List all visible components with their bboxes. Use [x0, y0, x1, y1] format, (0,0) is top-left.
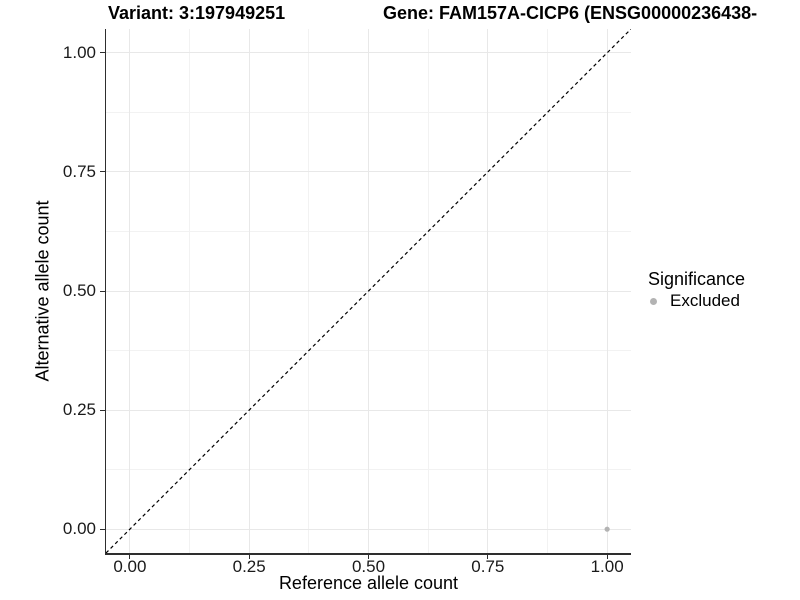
- y-major-gridline: [106, 528, 631, 530]
- x-tick-mark: [606, 554, 608, 559]
- identity-reference-line: [106, 29, 631, 553]
- plot-title-gene: Gene: FAM157A-CICP6 (ENSG00000236438-: [383, 3, 758, 23]
- x-tick-mark: [487, 554, 489, 559]
- plot-title-row: Variant: 3:197949251 Gene: FAM157A-CICP6…: [0, 0, 800, 26]
- x-tick-label: 0.25: [232, 557, 266, 576]
- y-major-gridline: [106, 409, 631, 411]
- y-tick-mark: [100, 409, 105, 411]
- y-tick-label: 1.00: [62, 42, 96, 62]
- x-tick-label: 0.00: [113, 557, 147, 576]
- y-tick-mark: [100, 290, 105, 292]
- x-tick-mark: [129, 554, 131, 559]
- y-tick-mark: [100, 52, 105, 54]
- y-axis-line: [104, 29, 106, 555]
- y-tick-mark: [100, 171, 105, 173]
- legend-item-label: Excluded: [670, 291, 740, 310]
- plot-layer: [106, 29, 631, 553]
- y-tick-label: 0.50: [62, 281, 96, 300]
- y-tick-label: 0.75: [62, 161, 96, 181]
- y-tick-label: 0.00: [62, 519, 96, 539]
- x-axis-line: [104, 553, 631, 555]
- data-point: [604, 526, 610, 532]
- legend-item-excluded: Excluded: [648, 291, 745, 311]
- x-tick-mark: [248, 554, 250, 559]
- plot-title-variant: Variant: 3:197949251: [108, 3, 286, 23]
- legend: Significance Excluded: [648, 269, 745, 311]
- y-major-gridline: [106, 52, 631, 54]
- x-axis-title: Reference allele count: [278, 573, 459, 593]
- plot-panel: [106, 29, 631, 553]
- y-tick-label: 0.25: [62, 400, 96, 420]
- legend-point-icon: [650, 297, 657, 305]
- legend-title: Significance: [648, 269, 746, 289]
- x-tick-label: 0.75: [471, 557, 505, 576]
- x-tick-label: 0.50: [351, 557, 386, 576]
- x-tick-label: 1.00: [590, 557, 624, 576]
- x-tick-mark: [368, 554, 369, 559]
- y-tick-mark: [100, 528, 105, 530]
- y-major-gridline: [106, 171, 631, 173]
